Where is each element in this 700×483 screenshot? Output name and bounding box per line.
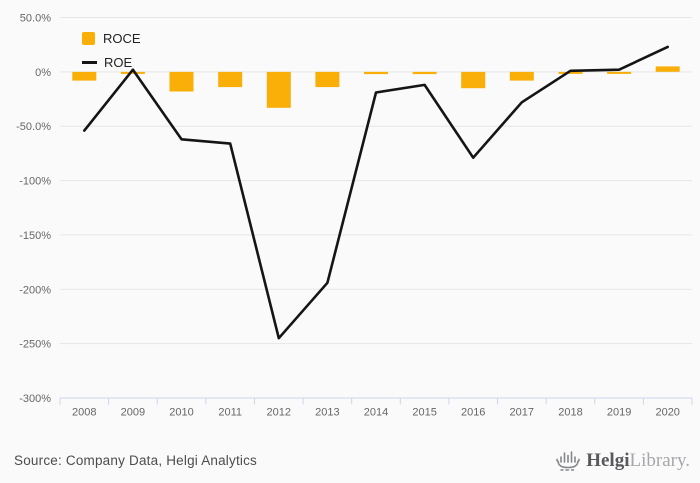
x-axis-label-2018: 2018 (558, 407, 582, 419)
helgi-library-logo: HelgiLibrary. (555, 447, 690, 473)
y-axis-label: 0% (35, 67, 51, 79)
x-axis-label-2019: 2019 (607, 407, 631, 419)
y-axis-label: -50.0% (16, 121, 51, 133)
x-axis-label-2015: 2015 (412, 407, 436, 419)
x-axis-label-2013: 2013 (315, 407, 339, 419)
y-axis-label: 50.0% (20, 13, 51, 25)
legend-item-roe[interactable]: ROE (82, 55, 141, 70)
y-axis-label: -250% (19, 339, 51, 351)
bar-2010 (169, 71, 194, 92)
x-axis-label-2010: 2010 (169, 407, 193, 419)
legend-item-roce[interactable]: ROCE (82, 31, 141, 46)
roce-swatch-icon (82, 32, 95, 45)
bar-2018 (558, 71, 583, 74)
bar-2020 (655, 66, 680, 72)
legend-label-roe: ROE (104, 55, 133, 70)
bar-2009 (120, 71, 145, 74)
brand-library: Library. (629, 449, 691, 471)
x-axis-label-2008: 2008 (72, 407, 96, 419)
x-axis-label-2017: 2017 (510, 407, 534, 419)
bar-2013 (315, 71, 340, 88)
legend-label-roce: ROCE (103, 31, 141, 46)
plot-canvas: 50.0% 0% -50.0% -100% -150% -200% -250% -300% 20… (16, 13, 693, 419)
y-axis-label: -100% (19, 176, 51, 188)
bar-2016 (461, 71, 486, 89)
x-axis-label-2020: 2020 (655, 407, 679, 419)
bar-2008 (72, 71, 97, 81)
roe-line (83, 45, 670, 340)
bar-2014 (364, 71, 388, 75)
bar-2017 (509, 71, 534, 81)
bar-2015 (412, 71, 437, 75)
brand-text: HelgiLibrary. (586, 451, 690, 470)
chart-legend: ROCE ROE (82, 31, 141, 79)
x-axis-label-2016: 2016 (461, 407, 485, 419)
x-axis-label-2011: 2011 (218, 407, 242, 419)
roe-swatch-icon (82, 61, 97, 64)
bar-2012 (266, 71, 291, 108)
x-axis-label-2014: 2014 (364, 407, 388, 419)
brand-helgi: Helgi (586, 449, 630, 471)
x-axis-label-2009: 2009 (121, 407, 145, 419)
roce-roe-chart: 50.0% 0% -50.0% -100% -150% -200% -250% -300% 20… (16, 13, 693, 419)
y-axis-label: -300% (19, 393, 51, 405)
bar-2011 (218, 71, 243, 88)
viking-ship-icon (556, 451, 581, 471)
y-axis-label: -200% (19, 284, 51, 296)
chart-footer: Source: Company Data, Helgi Analytics (0, 437, 700, 483)
x-axis-label-2012: 2012 (267, 407, 291, 419)
bar-2019 (607, 71, 632, 74)
y-axis-label: -150% (19, 230, 51, 242)
source-text: Source: Company Data, Helgi Analytics (14, 452, 258, 468)
